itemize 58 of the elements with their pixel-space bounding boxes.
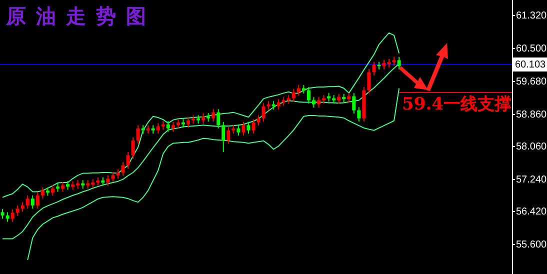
candlestick [347,92,351,103]
candlestick [226,126,230,144]
candlestick [296,84,300,96]
candlestick [111,172,115,182]
candlestick [0,208,4,220]
candlestick [236,124,240,136]
candlestick [131,136,135,159]
y-tick-label: 60.500 [516,43,547,54]
candlestick [312,96,316,108]
candlestick [186,116,190,128]
y-tick-label: 57.240 [516,174,547,186]
candlestick [171,121,175,132]
candlestick [10,208,14,222]
candlestick [246,121,250,134]
candlestick [50,184,54,196]
candlestick [36,192,40,210]
candlestick [252,118,256,134]
candlestick [352,92,356,114]
candlestick [136,124,140,144]
candlestick [262,102,266,122]
candlestick [367,68,371,94]
candlestick [242,121,246,136]
ref-line-label: 59.4一线支撑 [402,94,512,114]
candlestick [60,182,64,192]
y-tick-label: 58.060 [516,141,547,152]
candlestick [212,108,216,122]
candlestick [30,194,34,210]
candlestick [156,122,160,134]
candlestick [216,108,220,129]
candlestick [126,152,130,169]
y-tick-label: 61.320 [516,10,547,22]
y-tick-label: 56.420 [516,206,547,218]
candlestick [116,168,120,180]
candlestick [357,106,361,122]
candlestick [106,174,110,186]
ref-line-label: 60.103 [515,59,546,70]
candlestick [202,112,206,124]
candlestick [337,93,341,104]
candlestick [121,162,125,176]
candlestick [166,120,170,132]
candlestick [292,88,296,102]
candlestick [222,121,226,153]
y-tick-label: 58.860 [516,109,547,120]
candlestick [397,56,401,70]
candlestick [276,98,280,110]
candlestick [6,212,10,222]
candlestick [306,86,310,104]
candlestick [16,204,20,216]
candlestick [20,202,24,212]
candlestick [26,194,30,210]
candlestick [372,61,376,76]
chart-title: 原油走势图 [5,6,146,28]
candlestick [40,186,44,200]
y-tick-label: 55.600 [516,239,547,250]
candlestick [316,96,320,108]
y-tick-label: 59.680 [516,76,547,88]
candlestick [176,118,180,129]
candlestick [256,114,260,126]
